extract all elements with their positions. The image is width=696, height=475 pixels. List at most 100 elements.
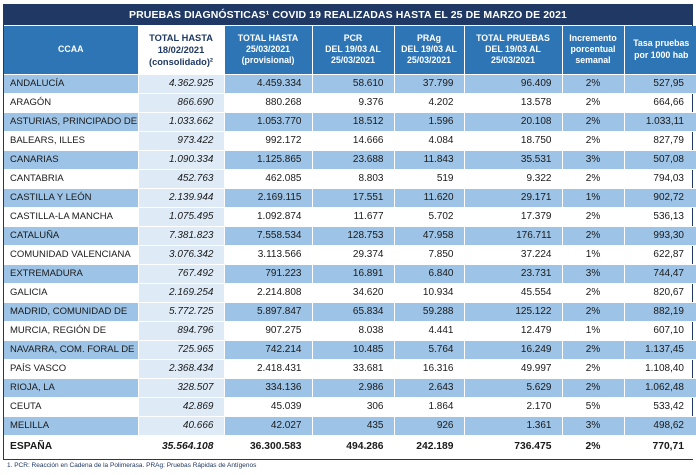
table-row: PAÍS VASCO 2.368.434 2.418.431 33.681 16.316… xyxy=(4,359,696,379)
provisional-cell: 2.418.431 xyxy=(224,359,313,379)
consolidado-cell: 3.076.342 xyxy=(138,245,225,265)
incremento-cell: 1% xyxy=(562,321,625,341)
table-row: CASTILLA Y LEÓN 2.139.944 2.169.115 17.551 1… xyxy=(4,188,696,208)
tasa-cell: 827,79 xyxy=(624,131,696,151)
table-row: MELILLA 40.666 42.027 435 926 1.361 3% 498,62 xyxy=(4,416,696,436)
prag-cell: 4.441 xyxy=(394,321,465,341)
consolidado-cell: 1.090.334 xyxy=(138,150,225,170)
ccaa-cell: CASTILLA-LA MANCHA xyxy=(4,207,139,227)
incremento-cell: 2% xyxy=(562,207,625,227)
provisional-cell: 7.558.534 xyxy=(224,226,313,246)
prag-cell: 4.084 xyxy=(394,131,465,151)
consolidado-cell: 1.033.662 xyxy=(138,112,225,132)
table-row: RIOJA, LA 328.507 334.136 2.986 2.643 5.629 2%… xyxy=(4,378,696,398)
incremento-cell: 3% xyxy=(562,416,625,436)
provisional-cell: 45.039 xyxy=(224,397,313,417)
table-row: GALICIA 2.169.254 2.214.808 34.620 10.934 45.… xyxy=(4,283,696,303)
ccaa-cell: MELILLA xyxy=(4,416,139,436)
tasa-cell: 536,13 xyxy=(624,207,696,227)
header-ccaa: CCAA xyxy=(4,26,139,75)
footnote: 1. PCR: Reacción en Cadena de la Polimer… xyxy=(7,461,257,469)
prag-cell: 11.843 xyxy=(394,150,465,170)
consolidado-cell: 5.772.725 xyxy=(138,302,225,322)
total_pruebas-cell: 5.629 xyxy=(464,378,563,398)
provisional-cell: 42.027 xyxy=(224,416,313,436)
prag-cell: 16.316 xyxy=(394,359,465,379)
incremento-cell: 2% xyxy=(562,112,625,132)
provisional-cell: 907.275 xyxy=(224,321,313,341)
total_pruebas-cell: 18.750 xyxy=(464,131,563,151)
tasa-cell: 1.108,40 xyxy=(624,359,696,379)
ccaa-cell: GALICIA xyxy=(4,283,139,303)
diagnostics-table: CCAA TOTAL HASTA 18/02/2021 (consolidado… xyxy=(4,26,696,459)
consolidado-cell: 894.796 xyxy=(138,321,225,341)
prag-cell: 10.934 xyxy=(394,283,465,303)
incremento-cell: 2% xyxy=(562,131,625,151)
table-body: ANDALUCÍA 4.362.925 4.459.334 58.610 37.799 9… xyxy=(4,74,696,459)
pcr-cell: 306 xyxy=(312,397,395,417)
pcr-cell: 2.986 xyxy=(312,378,395,398)
ccaa-cell: COMUNIDAD VALENCIANA xyxy=(4,245,139,265)
diagnostics-table-container: PRUEBAS DIAGNÓSTICAS¹ COVID 19 REALIZADA… xyxy=(3,4,696,460)
prag-cell: 926 xyxy=(394,416,465,436)
provisional-cell: 3.113.566 xyxy=(224,245,313,265)
tasa-cell: 1.033,11 xyxy=(624,112,696,132)
provisional-cell: 880.268 xyxy=(224,93,313,113)
prag-cell: 47.958 xyxy=(394,226,465,246)
total_pruebas-cell: 736.475 xyxy=(464,435,563,459)
tasa-cell: 527,95 xyxy=(624,74,696,94)
ccaa-cell: PAÍS VASCO xyxy=(4,359,139,379)
provisional-cell: 4.459.334 xyxy=(224,74,313,94)
ccaa-cell: MADRID, COMUNIDAD DE xyxy=(4,302,139,322)
prag-cell: 1.864 xyxy=(394,397,465,417)
incremento-cell: 1% xyxy=(562,245,625,265)
table-row: ANDALUCÍA 4.362.925 4.459.334 58.610 37.799 9… xyxy=(4,74,696,94)
prag-cell: 37.799 xyxy=(394,74,465,94)
table-row: CATALUÑA 7.381.823 7.558.534 128.753 47.958 1… xyxy=(4,226,696,246)
prag-cell: 5.764 xyxy=(394,340,465,360)
ccaa-cell: CASTILLA Y LEÓN xyxy=(4,188,139,208)
total_pruebas-cell: 12.479 xyxy=(464,321,563,341)
tasa-cell: 507,08 xyxy=(624,150,696,170)
table-row: CEUTA 42.869 45.039 306 1.864 2.170 5% 533,42 xyxy=(4,397,696,417)
consolidado-cell: 767.492 xyxy=(138,264,225,284)
ccaa-cell: CANARIAS xyxy=(4,150,139,170)
ccaa-cell: ASTURIAS, PRINCIPADO DE xyxy=(4,112,139,132)
total_pruebas-cell: 37.224 xyxy=(464,245,563,265)
consolidado-cell: 1.075.495 xyxy=(138,207,225,227)
provisional-cell: 1.053.770 xyxy=(224,112,313,132)
total_pruebas-cell: 17.379 xyxy=(464,207,563,227)
total_pruebas-cell: 23.731 xyxy=(464,264,563,284)
incremento-cell: 2% xyxy=(562,169,625,189)
prag-cell: 11.620 xyxy=(394,188,465,208)
incremento-cell: 1% xyxy=(562,188,625,208)
tasa-cell: 664,66 xyxy=(624,93,696,113)
pcr-cell: 435 xyxy=(312,416,395,436)
pcr-cell: 29.374 xyxy=(312,245,395,265)
table-title: PRUEBAS DIAGNÓSTICAS¹ COVID 19 REALIZADA… xyxy=(4,5,692,26)
total_pruebas-cell: 49.997 xyxy=(464,359,563,379)
table-row: MURCIA, REGIÓN DE 894.796 907.275 8.038 4.44… xyxy=(4,321,696,341)
total_pruebas-cell: 2.170 xyxy=(464,397,563,417)
consolidado-cell: 40.666 xyxy=(138,416,225,436)
table-row: EXTREMADURA 767.492 791.223 16.891 6.840 23.7… xyxy=(4,264,696,284)
provisional-cell: 334.136 xyxy=(224,378,313,398)
total_pruebas-cell: 96.409 xyxy=(464,74,563,94)
header-total-provisional: TOTAL HASTA 25/03/2021 (provisional) xyxy=(224,26,313,75)
incremento-cell: 3% xyxy=(562,150,625,170)
total_pruebas-cell: 125.122 xyxy=(464,302,563,322)
total_pruebas-cell: 16.249 xyxy=(464,340,563,360)
incremento-cell: 2% xyxy=(562,93,625,113)
prag-cell: 4.202 xyxy=(394,93,465,113)
table-row: ARAGÓN 866.690 880.268 9.376 4.202 13.578 2% 66… xyxy=(4,93,696,113)
header-tasa: Tasa pruebas por 1000 hab xyxy=(624,26,696,75)
pcr-cell: 34.620 xyxy=(312,283,395,303)
ccaa-cell: ARAGÓN xyxy=(4,93,139,113)
provisional-cell: 1.125.865 xyxy=(224,150,313,170)
ccaa-cell: CATALUÑA xyxy=(4,226,139,246)
table-header-row: CCAA TOTAL HASTA 18/02/2021 (consolidado… xyxy=(4,26,696,75)
table-row: ASTURIAS, PRINCIPADO DE 1.033.662 1.053.77… xyxy=(4,112,696,132)
incremento-cell: 2% xyxy=(562,359,625,379)
pcr-cell: 8.803 xyxy=(312,169,395,189)
